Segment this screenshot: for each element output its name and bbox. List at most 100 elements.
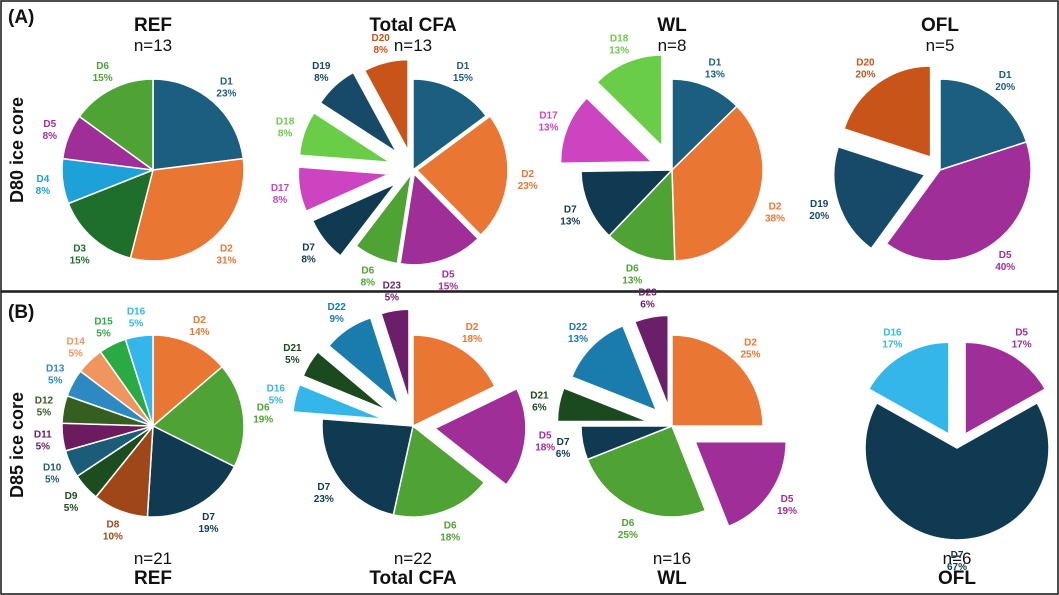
chart-title: OFL <box>921 15 959 36</box>
slice-label-d22: D22 9% <box>328 302 347 325</box>
slice-label-d2: D2 18% <box>462 322 482 345</box>
slice-label-d6: D6 15% <box>93 61 113 84</box>
pie-slice-d7 <box>311 182 397 257</box>
chart-title: REF <box>134 568 172 589</box>
pie-slice-d19 <box>319 71 398 154</box>
row-b-title: D85 ice core <box>7 392 27 498</box>
chart-title: OFL <box>938 568 976 589</box>
pie-slice-d5 <box>399 172 480 266</box>
pie-slice-d1 <box>671 78 738 172</box>
slice-label-d7: D7 19% <box>198 512 218 535</box>
pie-slice-d1 <box>939 78 1028 172</box>
row-a-title: D80 ice core <box>7 97 27 203</box>
slice-label-d9: D9 5% <box>64 491 79 514</box>
slice-label-d21: D21 5% <box>283 343 302 366</box>
slice-label-d21: D21 6% <box>530 391 549 414</box>
pie-slice-d16 <box>292 383 385 420</box>
slice-label-d11: D11 5% <box>34 430 52 453</box>
sample-count: n=13 <box>394 36 432 55</box>
slice-label-d17: D17 13% <box>538 111 558 134</box>
pie-chart-3: WLn=8 D1 13% D2 38% D6 13% D7 13% D17 13% D18 13% <box>538 15 785 287</box>
slice-label-d20: D20 8% <box>372 33 391 56</box>
sample-count: n=13 <box>134 36 172 55</box>
pie-slice-d20 <box>843 65 932 159</box>
pie-slice-d6 <box>355 173 413 265</box>
slice-label-d2: D2 38% <box>765 201 785 224</box>
slice-label-d17: D17 8% <box>271 183 290 206</box>
pie-slice-d22 <box>570 324 658 412</box>
slice-label-d22: D22 13% <box>568 322 588 345</box>
slice-label-d16: D16 5% <box>127 306 146 329</box>
pie-slice-d5 <box>433 387 527 486</box>
pie-slice-d18 <box>298 111 391 164</box>
sample-count: n=16 <box>653 549 691 568</box>
panel-b-label: (B) <box>8 302 34 323</box>
slice-label-d1: D1 15% <box>453 61 473 84</box>
slice-label-d19: D19 20% <box>809 199 829 222</box>
slice-label-d16: D16 5% <box>267 383 286 406</box>
slice-label-d20: D20 20% <box>855 57 875 80</box>
pie-slice-d6 <box>78 78 154 172</box>
slice-label-d5: D5 15% <box>438 270 458 293</box>
pie-slice-d6 <box>392 424 486 518</box>
pie-slice-d17 <box>559 96 654 164</box>
slice-label-d2: D2 31% <box>216 243 236 266</box>
slice-label-d3: D3 15% <box>70 243 90 266</box>
slice-label-d1: D1 20% <box>995 70 1015 93</box>
sample-count: n=5 <box>926 36 955 55</box>
pie-slice-d21 <box>556 387 649 423</box>
pie-slice-d20 <box>363 58 409 151</box>
slice-label-d2: D2 23% <box>518 169 538 192</box>
pie-slice-d7 <box>864 401 1050 541</box>
slice-label-d16: D16 17% <box>882 328 902 351</box>
sample-count: n=6 <box>943 549 972 568</box>
slice-label-d7: D7 13% <box>560 204 580 227</box>
slice-label-d5: D5 17% <box>1012 328 1032 351</box>
slice-label-d15: D15 5% <box>94 317 113 340</box>
sample-count: n=21 <box>134 549 172 568</box>
slice-label-d2: D2 14% <box>189 315 209 338</box>
slice-label-d18: D18 13% <box>609 34 629 57</box>
pie-slice-d3 <box>67 168 155 260</box>
pie-slice-d2 <box>671 334 764 427</box>
chart-title: Total CFA <box>369 568 457 589</box>
slice-label-d14: D14 5% <box>67 336 86 359</box>
slice-label-d18: D18 8% <box>276 117 295 140</box>
pie-slice-d7 <box>321 418 414 516</box>
slice-label-d2: D2 25% <box>740 338 760 361</box>
chart-title: WL <box>657 568 687 589</box>
slice-label-d4: D4 8% <box>36 174 51 197</box>
slice-label-d6: D6 25% <box>618 518 638 541</box>
slice-label-d7: D7 23% <box>314 482 334 505</box>
pie-slice-d7 <box>146 424 236 518</box>
pie-slice-d1 <box>412 78 488 172</box>
panel-a-label: (A) <box>8 7 34 28</box>
chart-title: Total CFA <box>369 15 457 36</box>
chart-title: REF <box>134 15 172 36</box>
slice-label-d23: D23 5% <box>383 281 402 304</box>
pie-slice-d2 <box>671 105 764 262</box>
pie-slice-d6 <box>586 425 707 518</box>
pie-slice-d18 <box>596 54 663 148</box>
slice-label-d5: D5 18% <box>535 431 555 454</box>
pie-slice-d5 <box>964 341 1047 436</box>
slice-label-d5: D5 40% <box>995 250 1015 273</box>
slice-label-d5: D5 8% <box>43 119 58 142</box>
pie-slice-d23 <box>380 308 410 401</box>
pie-slice-d7 <box>580 169 674 237</box>
slice-label-d1: D1 23% <box>216 77 236 100</box>
slice-label-d6: D6 13% <box>622 264 642 287</box>
pie-slice-d2 <box>412 334 496 428</box>
slice-label-d13: D13 5% <box>46 364 65 387</box>
pie-slice-d7 <box>580 425 673 461</box>
pie-slice-d5 <box>694 440 787 528</box>
pie-slice-d17 <box>297 166 390 213</box>
slice-label-d8: D8 10% <box>103 520 123 543</box>
slice-label-d1: D1 13% <box>705 58 725 81</box>
slice-label-d5: D5 19% <box>777 494 797 517</box>
